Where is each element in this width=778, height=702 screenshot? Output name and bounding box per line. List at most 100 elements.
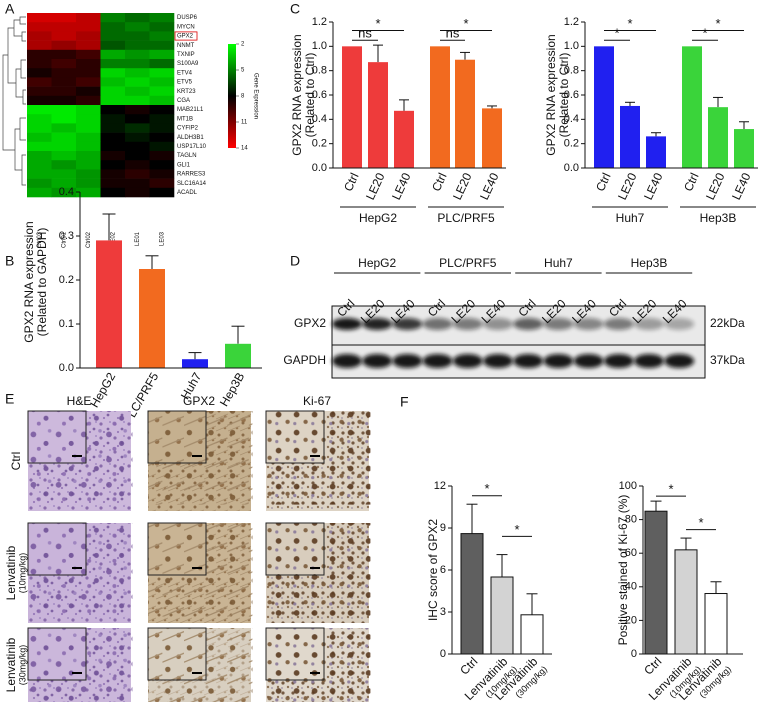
- heatmap-cell: [27, 114, 52, 124]
- heatmap-cell: [149, 105, 175, 115]
- blot-group-label: Huh7: [544, 256, 573, 270]
- histology-inset-texture: [148, 627, 253, 702]
- y-axis-label: (Related to Ctrl): [303, 53, 317, 138]
- y-axis-label: Positive stained of Ki-67 (%): [616, 495, 630, 646]
- blot-band: [362, 318, 393, 330]
- heatmap-cell: [125, 105, 150, 115]
- blot-band: [332, 318, 362, 330]
- heatmap-cell: [125, 187, 150, 198]
- heatmap-cell: [76, 151, 101, 161]
- heatmap-cell: [51, 151, 77, 161]
- bar: [139, 269, 165, 368]
- heatmap-cell: [149, 141, 175, 152]
- heatmap-cell: [149, 123, 175, 133]
- gene-label: USP17L10: [177, 144, 207, 150]
- heatmap-cell: [125, 169, 150, 179]
- histology-inset-frame: [147, 627, 207, 681]
- colorbar-tick-label: 8: [241, 94, 245, 100]
- y-tick-label: 20: [625, 614, 637, 626]
- y-tick-label: 0.8: [564, 65, 579, 77]
- histology-inset-texture: [148, 523, 253, 617]
- colorbar-tick-label: 2: [241, 42, 245, 48]
- blot-band: [573, 318, 604, 330]
- blot-band: [483, 318, 513, 330]
- column-label: LE03: [159, 231, 165, 246]
- gene-label: S100A9: [177, 61, 199, 67]
- blot-band: [422, 318, 453, 330]
- heatmap-cell: [100, 169, 126, 179]
- blot-protein-label: GAPDH: [283, 353, 326, 367]
- y-tick-label: 100: [619, 480, 637, 492]
- x-tick-label: Ctrl: [641, 654, 664, 677]
- heatmap-cell: [149, 132, 175, 143]
- y-tick-label: 0.4: [59, 186, 74, 198]
- heatmap-cell: [76, 123, 101, 133]
- histology-row-label: Ctrl: [9, 452, 23, 471]
- gene-label: CGA: [177, 98, 190, 104]
- y-tick-label: 0.4: [564, 113, 579, 125]
- blot-band: [392, 354, 423, 368]
- significance-label: *: [668, 482, 673, 497]
- bar: [646, 136, 666, 168]
- heatmap-cell: [51, 160, 77, 170]
- histology-row-label: Lenvatinib: [4, 637, 18, 692]
- gene-label: KRT23: [177, 89, 196, 95]
- heatmap-cell: [125, 40, 150, 51]
- heatmap-cell: [100, 49, 126, 60]
- highlight-box: [174, 31, 198, 41]
- heatmap-cell: [27, 40, 52, 51]
- x-tick-label: LE20: [450, 170, 475, 202]
- significance-label: ns: [446, 26, 460, 41]
- heatmap-cell: [125, 114, 150, 124]
- y-tick-label: 6: [440, 564, 446, 576]
- y-axis-label: (Related to GAPDH): [35, 228, 49, 337]
- group-label: HepG2: [359, 211, 397, 225]
- histology-row-label: Lenvatinib: [4, 545, 18, 600]
- x-tick-label: LE20: [703, 170, 728, 202]
- heatmap-cell: [76, 49, 101, 60]
- heatmap-cell: [149, 169, 175, 179]
- bar: [96, 240, 122, 368]
- histology-inset-texture: [266, 411, 371, 505]
- heatmap-cell: [125, 68, 150, 78]
- gene-label: ALDH3B1: [177, 135, 204, 141]
- significance-label: *: [627, 16, 632, 31]
- colorbar-label: Gene Expression: [252, 73, 258, 119]
- heatmap-cell: [149, 187, 175, 198]
- heatmap-cell: [76, 169, 101, 179]
- heatmap-cell: [100, 86, 126, 97]
- column-label: Ctrl02: [86, 231, 92, 248]
- heatmap-cell: [76, 141, 101, 152]
- blot-band: [362, 354, 393, 368]
- y-axis-label: GPX2 RNA expression: [22, 221, 36, 342]
- heatmap-cell: [76, 114, 101, 124]
- bar: [734, 129, 754, 168]
- blot-band: [452, 318, 483, 330]
- heatmap-cell: [125, 13, 150, 23]
- heatmap-cell: [27, 178, 52, 189]
- blot-band: [634, 318, 664, 330]
- y-tick-label: 9: [440, 522, 446, 534]
- y-tick-label: 0: [440, 648, 446, 660]
- heatmap-cell: [149, 95, 175, 106]
- heatmap-cell: [27, 123, 52, 133]
- y-tick-label: 0.0: [564, 162, 579, 174]
- blot-group-label: PLC/PRF5: [439, 256, 497, 270]
- y-tick-label: 0.0: [312, 162, 327, 174]
- heatmap-cell: [100, 187, 126, 198]
- gene-label: ACADL: [177, 190, 198, 196]
- bar: [594, 46, 614, 169]
- heatmap-cell: [100, 160, 126, 170]
- heatmap-cell: [100, 95, 126, 106]
- panel-label: C: [290, 1, 300, 17]
- heatmap-cell: [51, 31, 77, 41]
- x-tick-label: LE40: [729, 170, 754, 202]
- bar: [394, 110, 414, 168]
- heatmap-cell: [27, 77, 52, 87]
- gene-label: ETV4: [177, 70, 193, 76]
- heatmap-cell: [100, 77, 126, 87]
- heatmap-cell: [51, 141, 77, 152]
- significance-label: *: [614, 26, 619, 41]
- blot-band: [543, 318, 574, 330]
- histology-inset-texture: [266, 523, 371, 617]
